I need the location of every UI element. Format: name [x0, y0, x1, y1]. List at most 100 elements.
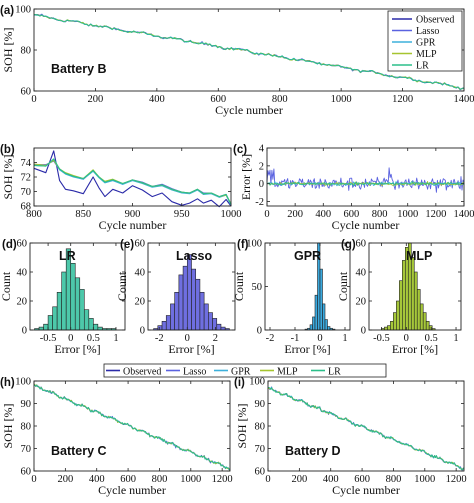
- histogram-bar: [419, 303, 424, 331]
- histogram-bar: [324, 319, 328, 331]
- y-tick-label: 0: [140, 326, 145, 337]
- y-axis-label: SOH [%]: [235, 404, 249, 449]
- panel-label: (b): [0, 144, 15, 156]
- histogram-bar: [413, 271, 418, 331]
- x-axis-label: Cycle number: [332, 218, 400, 232]
- legend-box: [103, 363, 387, 378]
- y-tick-label: 100: [246, 239, 262, 250]
- legend-label: Lasso: [183, 367, 206, 378]
- x-tick-label: 800: [272, 94, 288, 105]
- x-axis-label: Cycle number: [215, 103, 283, 117]
- plot-area: [34, 148, 231, 206]
- legend-label: Observed: [123, 367, 161, 378]
- histogram-bar: [93, 323, 99, 331]
- x-tick-label: 0: [31, 94, 36, 105]
- series-line-gpr: [33, 159, 232, 206]
- x-tick-label: 1: [342, 333, 347, 344]
- y-tick-label: 2: [259, 161, 264, 172]
- x-tick-label: 1000: [397, 209, 418, 220]
- x-tick-label: 0: [185, 333, 190, 344]
- x-tick-label: 400: [323, 474, 339, 485]
- y-tick-label: 70: [255, 444, 266, 455]
- histogram-annotation: MLP: [406, 249, 432, 263]
- x-tick-label: 400: [89, 474, 105, 485]
- legend-label: GPR: [231, 367, 251, 378]
- panel-label: (a): [0, 5, 14, 17]
- histogram-bar: [47, 315, 53, 331]
- histogram-bar: [208, 312, 213, 331]
- y-axis-label: Count: [115, 271, 129, 301]
- panel-f: -2 -1 0 1 0 50 100 Error [%] Count (f) GPR: [232, 239, 351, 356]
- plot-area: [265, 243, 350, 330]
- x-tick-label: 0.5: [425, 333, 438, 344]
- y-tick-label: 60: [21, 467, 32, 478]
- x-tick-label: -2: [155, 333, 164, 344]
- histogram-bar: [52, 306, 58, 331]
- histogram-bar: [74, 277, 81, 331]
- x-axis-label: Error [%]: [54, 342, 100, 356]
- histogram-bar: [393, 312, 397, 331]
- legend-label: Observed: [416, 15, 454, 26]
- x-tick-label: 0: [31, 474, 36, 485]
- y-tick-label: 0: [22, 326, 27, 337]
- panel-label: (e): [120, 239, 134, 251]
- histogram-annotation: GPR: [294, 249, 321, 263]
- histogram-bar: [399, 280, 403, 331]
- x-tick-label: 600: [210, 94, 226, 105]
- y-tick-label: 70: [21, 187, 32, 198]
- y-tick-label: 50: [252, 282, 263, 293]
- histogram-bar: [402, 260, 406, 331]
- x-tick-label: 800: [152, 474, 168, 485]
- x-tick-label: 1200: [212, 474, 233, 485]
- battery-annotation: Battery D: [285, 444, 341, 458]
- x-tick-label: -1: [291, 333, 300, 344]
- error-line-lr: [266, 180, 465, 187]
- histogram-bar: [212, 318, 218, 331]
- y-tick-label: 60: [356, 239, 367, 250]
- x-axis-label: Cycle number: [332, 483, 400, 497]
- x-tick-label: -0.5: [40, 333, 57, 344]
- histogram-bar: [43, 323, 49, 331]
- y-tick-label: 80: [21, 422, 32, 433]
- histogram-bar: [416, 289, 421, 331]
- x-tick-label: 1200: [446, 474, 467, 485]
- x-tick-label: 600: [120, 474, 136, 485]
- panel-label: (d): [2, 239, 17, 251]
- histogram-bar: [70, 262, 76, 331]
- x-axis-label: Error [%]: [392, 342, 438, 356]
- y-tick-label: 60: [255, 467, 266, 478]
- histogram-bar: [195, 278, 201, 331]
- y-tick-label: -2: [255, 197, 264, 208]
- x-tick-label: 1000: [180, 474, 201, 485]
- x-tick-label: 0: [264, 209, 269, 220]
- histogram-bar: [327, 326, 331, 331]
- histogram-bar: [191, 268, 197, 331]
- x-tick-label: 1000: [331, 94, 352, 105]
- x-tick-label: 0: [265, 474, 270, 485]
- x-tick-label: 800: [386, 474, 402, 485]
- y-axis-label: Count: [336, 271, 350, 301]
- series-line-lr: [33, 158, 232, 205]
- axes-box: [266, 147, 465, 207]
- y-tick-label: 74: [21, 158, 32, 169]
- series-line-lr: [33, 13, 465, 90]
- x-tick-label: 200: [57, 474, 73, 485]
- x-tick-label: 1: [453, 333, 458, 344]
- battery-annotation: Battery C: [51, 444, 107, 458]
- axes-box: [147, 242, 236, 331]
- y-tick-label: 0: [257, 326, 262, 337]
- x-axis-label: Cycle number: [99, 218, 167, 232]
- y-tick-label: 100: [249, 377, 265, 388]
- y-tick-label: 90: [255, 399, 266, 410]
- x-tick-label: 1200: [425, 209, 446, 220]
- histogram-bar: [390, 320, 394, 331]
- legend-label: LR: [328, 367, 341, 378]
- y-tick-label: 4: [259, 144, 265, 155]
- panel-i: 0 200 400 600 800 1000 1200 60 70 80 90 100 Cycle nu…: [234, 377, 467, 498]
- x-tick-label: 1000: [221, 209, 242, 220]
- histogram-bar: [216, 323, 222, 331]
- x-axis-label: Error [%]: [284, 342, 330, 356]
- histogram-bar: [61, 271, 67, 331]
- y-tick-label: 40: [135, 268, 146, 279]
